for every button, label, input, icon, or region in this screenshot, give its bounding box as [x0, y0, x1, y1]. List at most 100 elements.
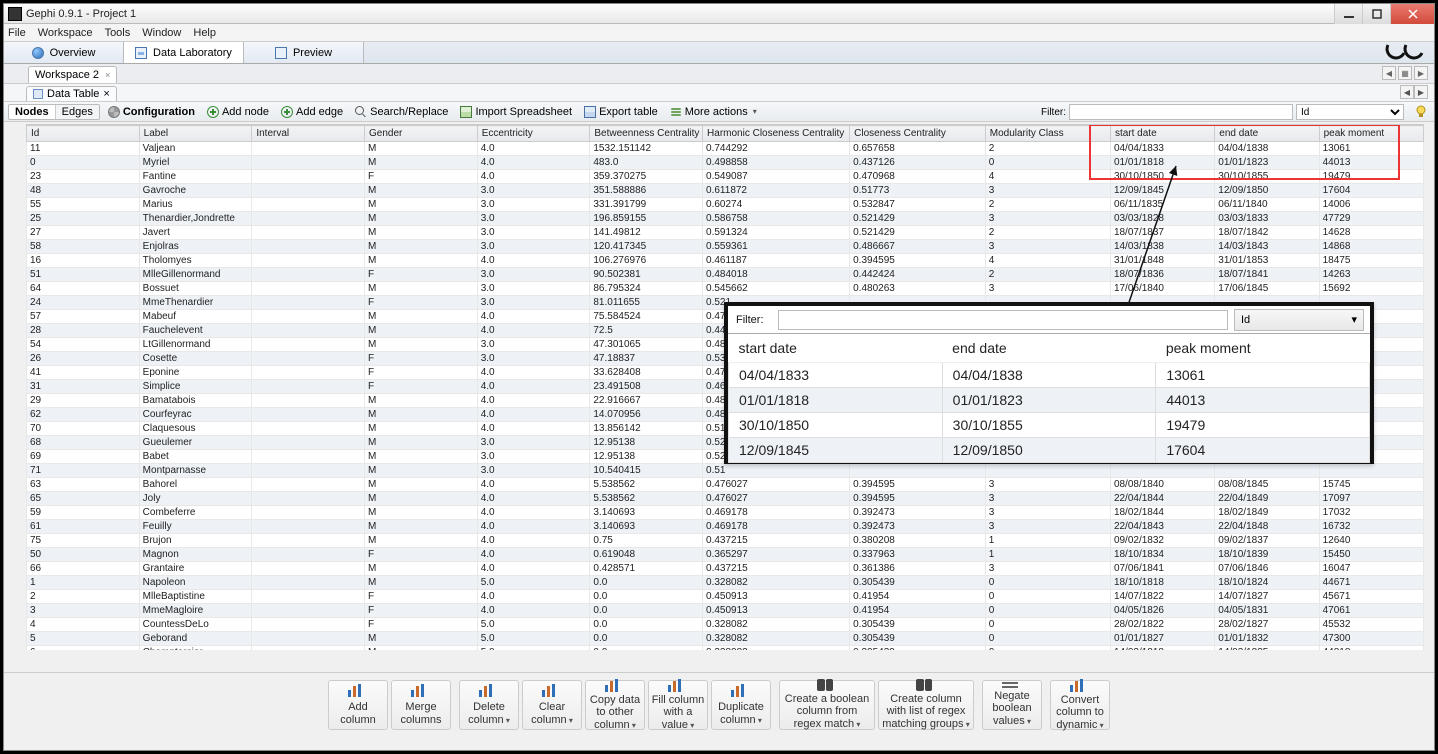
nodes-edges-toggle[interactable]: Nodes Edges — [8, 104, 100, 120]
column-header[interactable]: Label — [139, 126, 252, 142]
table-row[interactable]: 1NapoleonM5.00.00.3280820.305439018/10/1… — [27, 576, 1424, 590]
panel-prev-button[interactable]: ◀ — [1400, 85, 1414, 99]
table-row[interactable]: 5GeborandM5.00.00.3280820.305439001/01/1… — [27, 632, 1424, 646]
callout-row: 04/04/183304/04/183813061 — [729, 363, 1370, 388]
column-header[interactable]: Id — [27, 126, 140, 142]
title-bar: Gephi 0.9.1 - Project 1 — [4, 4, 1434, 24]
menu-workspace[interactable]: Workspace — [38, 27, 93, 39]
tab-data-laboratory[interactable]: Data Laboratory — [124, 42, 244, 63]
convert-dynamic-button[interactable]: Convert column to dynamic — [1050, 680, 1110, 730]
workspace-pager: ◀ ▦ ▶ — [1382, 66, 1428, 80]
close-icon[interactable]: × — [105, 70, 110, 80]
callout-filter-label: Filter: — [728, 314, 772, 326]
merge-columns-button[interactable]: Merge columns — [391, 680, 451, 730]
bool-regex-button[interactable]: Create a boolean column from regex match — [779, 680, 875, 730]
close-button[interactable] — [1390, 4, 1434, 24]
tab-overview[interactable]: Overview — [4, 42, 124, 63]
table-row[interactable]: 3MmeMagloireF4.00.00.4509130.41954004/05… — [27, 604, 1424, 618]
data-table-tab-row: Data Table × ◀ ▶ — [4, 84, 1434, 102]
data-table-tab[interactable]: Data Table × — [26, 86, 117, 101]
table-row[interactable]: 51MlleGillenormandF3.090.5023810.4840180… — [27, 268, 1424, 282]
maximize-button[interactable] — [1362, 4, 1390, 24]
export-table-button[interactable]: Export table — [580, 105, 662, 119]
table-row[interactable]: 23FantineF4.0359.3702750.5490870.4709684… — [27, 170, 1424, 184]
column-header[interactable]: Interval — [252, 126, 365, 142]
prev-workspace-button[interactable]: ◀ — [1382, 66, 1396, 80]
table-row[interactable]: 61FeuillyM4.03.1406930.4691780.392473322… — [27, 520, 1424, 534]
table-row[interactable]: 4CountessDeLoF5.00.00.3280820.305439028/… — [27, 618, 1424, 632]
copy-column-button[interactable]: Copy data to other column — [585, 680, 645, 730]
delete-column-button[interactable]: Delete column — [459, 680, 519, 730]
menu-help[interactable]: Help — [193, 27, 216, 39]
callout-header: peak moment — [1156, 334, 1370, 363]
add-column-button[interactable]: Add column — [328, 680, 388, 730]
app-icon — [8, 7, 22, 21]
duplicate-column-button[interactable]: Duplicate column — [711, 680, 771, 730]
callout-row: 30/10/185030/10/185519479 — [729, 413, 1370, 438]
filter-input[interactable] — [1069, 104, 1293, 120]
column-header[interactable]: Gender — [365, 126, 478, 142]
table-row[interactable]: 27JavertM3.0141.498120.5913240.521429218… — [27, 226, 1424, 240]
add-edge-button[interactable]: Add edge — [277, 105, 347, 119]
table-row[interactable]: 50MagnonF4.00.6190480.3652970.337963118/… — [27, 548, 1424, 562]
add-node-button[interactable]: Add node — [203, 105, 273, 119]
column-header[interactable]: Modularity Class — [985, 126, 1110, 142]
table-row[interactable]: 63BahorelM4.05.5385620.4760270.394595308… — [27, 478, 1424, 492]
zoom-callout: Filter: Id▾ start dateend datepeak momen… — [724, 302, 1374, 464]
tab-preview[interactable]: Preview — [244, 42, 364, 63]
fill-column-button[interactable]: Fill column with a value — [648, 680, 708, 730]
nodes-toggle[interactable]: Nodes — [9, 105, 56, 119]
workspace-tab-label: Workspace 2 — [35, 69, 99, 81]
panel-next-button[interactable]: ▶ — [1414, 85, 1428, 99]
table-row[interactable]: 0MyrielM4.0483.00.4988580.437126001/01/1… — [27, 156, 1424, 170]
gear-icon — [108, 106, 120, 118]
table-row[interactable]: 65JolyM4.05.5385620.4760270.394595322/04… — [27, 492, 1424, 506]
data-table-toolbar: Nodes Edges Configuration Add node Add e… — [4, 102, 1434, 122]
edges-toggle[interactable]: Edges — [56, 105, 99, 119]
filter-label: Filter: — [1041, 107, 1066, 118]
column-header[interactable]: peak moment — [1319, 126, 1423, 142]
column-header[interactable]: Betweenness Centrality — [590, 126, 703, 142]
column-header[interactable]: start date — [1110, 126, 1214, 142]
table-icon — [135, 47, 147, 59]
column-header[interactable]: end date — [1215, 126, 1319, 142]
column-header[interactable]: Eccentricity — [477, 126, 590, 142]
configuration-button[interactable]: Configuration — [104, 105, 199, 119]
menu-window[interactable]: Window — [142, 27, 181, 39]
table-row[interactable]: 16TholomyesM4.0106.2769760.4611870.39459… — [27, 254, 1424, 268]
table-row[interactable]: 55MariusM3.0331.3917990.602740.532847206… — [27, 198, 1424, 212]
menu-tools[interactable]: Tools — [105, 27, 131, 39]
table-row[interactable]: 66GrantaireM4.00.4285710.4372150.3613863… — [27, 562, 1424, 576]
menu-bar: File Workspace Tools Window Help — [4, 24, 1434, 42]
table-row[interactable]: 6ChamptercierM5.00.00.3280820.305439014/… — [27, 646, 1424, 651]
next-workspace-button[interactable]: ▶ — [1414, 66, 1428, 80]
list-regex-button[interactable]: Create column with list of regex matchin… — [878, 680, 974, 730]
table-row[interactable]: 75BrujonM4.00.750.4372150.380208109/02/1… — [27, 534, 1424, 548]
more-actions-button[interactable]: More actions — [666, 105, 761, 119]
table-row[interactable]: 71MontparnasseM3.010.5404150.51 — [27, 464, 1424, 478]
negate-bool-button[interactable]: Negate boolean values — [982, 680, 1042, 730]
table-row[interactable]: 2MlleBaptistineF4.00.00.4509130.41954014… — [27, 590, 1424, 604]
menu-file[interactable]: File — [8, 27, 26, 39]
plus-icon — [281, 106, 293, 118]
column-header[interactable]: Closeness Centrality — [850, 126, 986, 142]
import-spreadsheet-button[interactable]: Import Spreadsheet — [456, 105, 576, 119]
table-row[interactable]: 59CombeferreM4.03.1406930.4691780.392473… — [27, 506, 1424, 520]
column-header[interactable]: Harmonic Closeness Centrality — [703, 126, 850, 142]
minimize-button[interactable] — [1334, 4, 1362, 24]
table-row[interactable]: 25Thenardier,JondretteM3.0196.8591550.58… — [27, 212, 1424, 226]
table-row[interactable]: 64BossuetM3.086.7953240.5456620.48026331… — [27, 282, 1424, 296]
hint-icon[interactable] — [1414, 104, 1428, 118]
workspace-menu-button[interactable]: ▦ — [1398, 66, 1412, 80]
clear-column-button[interactable]: Clear column — [522, 680, 582, 730]
table-row[interactable]: 58EnjolrasM3.0120.4173450.5593610.486667… — [27, 240, 1424, 254]
plus-icon — [207, 106, 219, 118]
table-row[interactable]: 48GavrocheM3.0351.5888860.6118720.517733… — [27, 184, 1424, 198]
filter-column-select[interactable]: Id — [1296, 104, 1404, 120]
globe-icon — [32, 47, 44, 59]
search-replace-button[interactable]: Search/Replace — [351, 105, 452, 119]
close-icon[interactable]: × — [103, 88, 109, 100]
export-icon — [584, 106, 596, 118]
workspace-tab[interactable]: Workspace 2 × — [28, 66, 117, 83]
table-row[interactable]: 11ValjeanM4.01532.1511420.7442920.657658… — [27, 142, 1424, 156]
